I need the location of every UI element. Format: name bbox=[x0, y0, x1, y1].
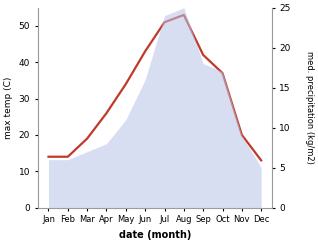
Y-axis label: med. precipitation (kg/m2): med. precipitation (kg/m2) bbox=[305, 51, 314, 164]
X-axis label: date (month): date (month) bbox=[119, 230, 191, 240]
Y-axis label: max temp (C): max temp (C) bbox=[4, 76, 13, 139]
